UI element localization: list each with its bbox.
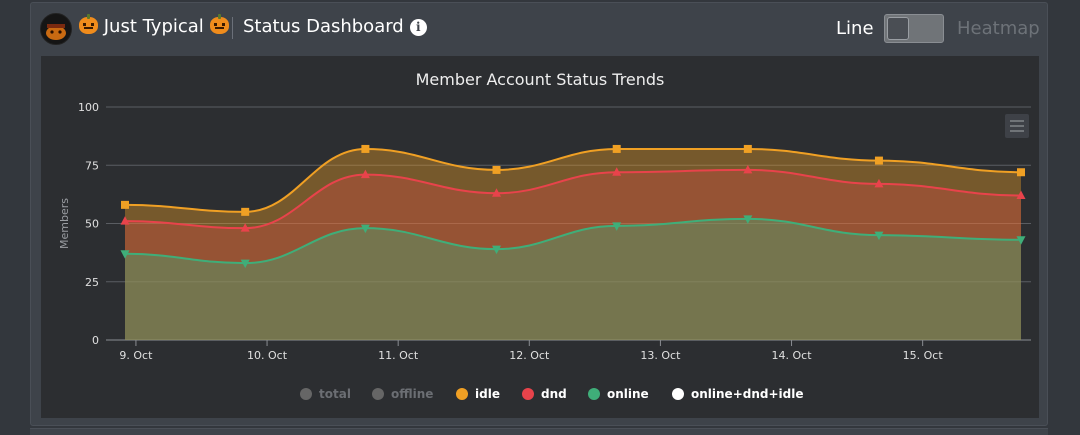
area-online: [125, 218, 1021, 340]
legend-item-online[interactable]: online: [607, 387, 649, 401]
point-dnd: [240, 223, 250, 232]
point-online: [240, 259, 250, 269]
point-dnd: [492, 188, 502, 197]
pumpkin-icon: [209, 14, 229, 34]
point-online: [743, 215, 753, 224]
menu-icon-bar: [1010, 130, 1024, 132]
point-idle: [121, 200, 129, 209]
chart-mode-toggle[interactable]: [884, 14, 944, 43]
point-dnd: [874, 178, 884, 188]
menu-icon-bar: [1010, 125, 1024, 127]
point-idle: [492, 165, 501, 174]
point-dnd: [743, 164, 753, 174]
line-dnd: [124, 168, 1022, 230]
point-idle: [612, 144, 621, 153]
x-tick-label: 12. Oct: [509, 349, 550, 362]
toggle-knob[interactable]: [887, 17, 909, 40]
legend-marker-online+dnd+idle: [672, 388, 684, 400]
y-axis-label: Members: [58, 198, 71, 249]
header-divider: [232, 17, 233, 39]
y-tick-label: 75: [85, 159, 99, 172]
line-idle: [124, 147, 1022, 213]
x-tick-label: 10. Oct: [247, 349, 288, 362]
x-tick-label: 11. Oct: [378, 349, 419, 362]
mode-label-line: Line: [836, 18, 874, 39]
point-idle: [743, 144, 752, 153]
legend-item-offline[interactable]: offline: [391, 387, 433, 401]
x-tick-label: 14. Oct: [772, 349, 813, 362]
pumpkin-icon: [79, 14, 98, 34]
point-online: [120, 250, 130, 259]
y-tick-label: 50: [85, 218, 99, 231]
server-avatar: [40, 13, 72, 45]
y-tick-label: 0: [92, 334, 99, 347]
legend-item-online+dnd+idle[interactable]: online+dnd+idle: [691, 387, 803, 401]
chart-menu-button[interactable]: [1005, 114, 1029, 138]
point-dnd: [1016, 190, 1026, 200]
point-online: [492, 245, 502, 255]
x-tick-label: 13. Oct: [640, 349, 681, 362]
point-idle: [241, 207, 250, 216]
point-idle: [1017, 168, 1025, 177]
next-panel-edge: [30, 428, 1048, 435]
chart-svg: 0 25 50 75 100 Members 9. Oct 10. Oct 11. Oct 12.…: [58, 101, 1031, 401]
dashboard-title-text: Status Dashboard: [243, 16, 404, 37]
mode-label-heatmap: Heatmap: [957, 18, 1040, 39]
dashboard-panel: Just Typical Status Dashboard i Line Heat…: [30, 2, 1048, 426]
x-tick-label: 15. Oct: [903, 349, 944, 362]
info-icon[interactable]: i: [409, 19, 427, 36]
y-tick-label: 100: [78, 101, 99, 114]
point-dnd: [360, 169, 370, 179]
point-online: [612, 222, 622, 231]
point-idle: [361, 144, 370, 153]
server-name-text: Just Typical: [103, 16, 204, 37]
area-dnd: [125, 169, 1021, 340]
point-online: [874, 231, 884, 241]
legend-marker-idle: [456, 388, 468, 400]
chart-container: Member Account Status Trends 0 25 50 75 100 M…: [41, 56, 1039, 418]
server-name: Just Typical: [79, 14, 229, 37]
menu-icon-bar: [1010, 120, 1024, 122]
dashboard-title: Status Dashboard i: [243, 16, 427, 37]
point-dnd: [120, 216, 130, 225]
legend-item-dnd[interactable]: dnd: [541, 387, 567, 401]
area-idle: [125, 148, 1021, 340]
legend-marker-online: [588, 388, 600, 400]
line-online: [124, 217, 1022, 265]
point-dnd: [612, 167, 622, 176]
legend-marker-dnd: [522, 388, 534, 400]
point-online: [360, 224, 370, 234]
y-tick-label: 25: [85, 276, 99, 289]
dashboard-header: Just Typical Status Dashboard i Line Heat…: [31, 3, 1047, 55]
legend-item-total[interactable]: total: [319, 387, 351, 401]
legend-marker-total: [300, 388, 312, 400]
legend-marker-offline: [372, 388, 384, 400]
point-idle: [874, 156, 883, 165]
point-online: [1016, 236, 1026, 245]
chart-title: Member Account Status Trends: [415, 70, 665, 89]
legend-item-idle[interactable]: idle: [475, 387, 500, 401]
x-tick-label: 9. Oct: [119, 349, 153, 362]
